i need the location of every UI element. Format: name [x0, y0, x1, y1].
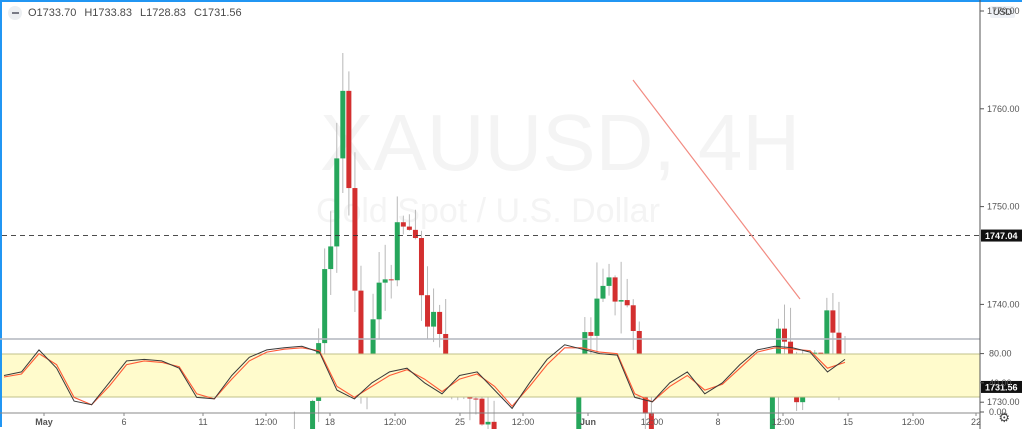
time-tick-label: 12:00	[772, 417, 795, 427]
time-tick-label: 22	[971, 417, 981, 427]
collapse-legend-button[interactable]	[8, 6, 22, 20]
open-value: O1733.70	[28, 7, 77, 19]
time-tick-label: 12:00	[255, 417, 278, 427]
stoch-axis[interactable]: 80.00 40.00 0.00	[980, 349, 1012, 417]
time-tick-label: 8	[715, 417, 720, 427]
price-tick-label: 1760.00	[987, 104, 1020, 114]
settings-gear-icon[interactable]: ⚙	[998, 410, 1010, 425]
stoch-tick-label: 80.00	[989, 349, 1012, 359]
stoch-band	[2, 354, 980, 397]
price-axis[interactable]: 1770.001760.001750.001740.001730.001720.…	[980, 6, 1022, 429]
minus-icon	[11, 12, 19, 14]
price-tag	[981, 229, 1022, 242]
low-value: L1728.83	[140, 7, 186, 19]
time-tick-label: May	[35, 417, 53, 427]
time-tick-label: Jun	[580, 417, 596, 427]
high-value: H1733.83	[84, 7, 133, 19]
close-value: C1731.56	[193, 7, 242, 19]
time-axis[interactable]: May 6 11 12:00 18 12:00 25 12:00 Jun 12:00 8 12:00 1…	[35, 413, 981, 427]
price-tick-label: 1750.00	[987, 202, 1020, 212]
price-tag	[981, 380, 1022, 393]
price-tick-label: 1770.00	[987, 6, 1020, 16]
watermark-symbol: XAUUSD, 4H	[320, 98, 800, 187]
price-tick-label: 1730.00	[987, 397, 1020, 407]
horizontal-levels[interactable]	[2, 235, 980, 429]
stoch-k-line	[3, 344, 846, 410]
time-tick-label: 6	[121, 417, 126, 427]
stoch-tick-label: 40.00	[989, 378, 1012, 388]
watermark-description: Gold Spot / U.S. Dollar	[316, 192, 660, 230]
price-tick-label: 1740.00	[987, 299, 1020, 309]
stoch-tick-label: 0.00	[989, 407, 1007, 417]
time-tick-label: 12:00	[902, 417, 925, 427]
time-tick-label: 15	[843, 417, 853, 427]
trendline[interactable]	[632, 79, 801, 300]
time-tick-label: 18	[325, 417, 335, 427]
time-tick-label: 12:00	[641, 417, 664, 427]
time-tick-label: 25	[455, 417, 465, 427]
price-tag-label: 1747.04	[985, 231, 1018, 241]
stoch-d-line	[3, 347, 846, 408]
time-tick-label: 11	[198, 417, 207, 427]
ohlc-legend: O1733.70 H1733.83 L1728.83 C1731.56	[8, 5, 242, 21]
currency-label[interactable]: USD	[990, 6, 1016, 18]
time-tick-label: 12:00	[384, 417, 407, 427]
time-tick-label: 12:00	[512, 417, 535, 427]
price-tag-label: 1731.56	[985, 382, 1018, 392]
